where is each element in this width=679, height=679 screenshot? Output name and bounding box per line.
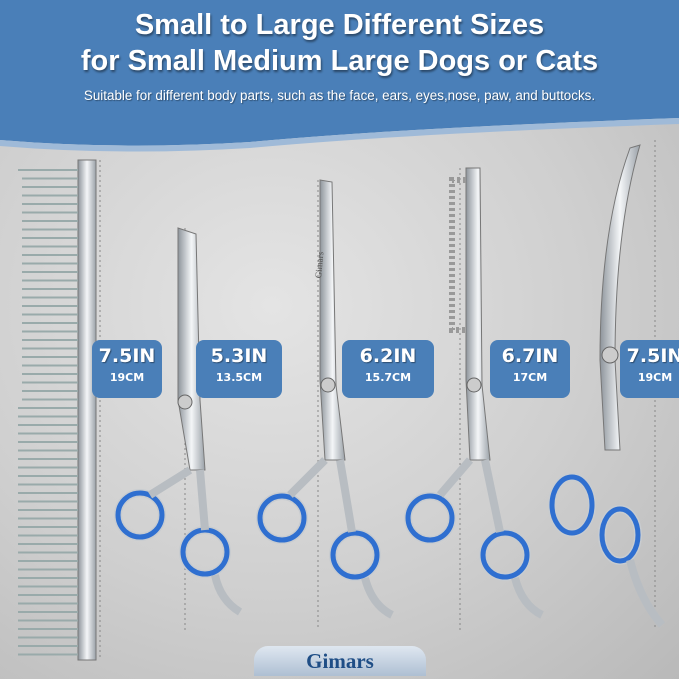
scissors-2-icon <box>256 179 394 619</box>
size-cm: 17CM <box>512 371 548 384</box>
size-label-chunker-scissors: 7.5IN 19CM <box>620 340 679 398</box>
chunker-scissors-icon <box>548 144 666 628</box>
headline-line-2: for Small Medium Large Dogs or Cats <box>80 45 599 77</box>
header: Small to Large Different Sizes for Small… <box>0 0 679 150</box>
size-label-comb: 7.5IN 19CM <box>92 340 162 398</box>
size-inches: 7.5IN <box>98 345 156 367</box>
brand-logo: Gimars <box>254 646 426 676</box>
size-inches: 7.5IN <box>626 345 679 367</box>
size-cm: 19CM <box>637 371 673 384</box>
thinning-scissors-icon <box>404 167 544 619</box>
size-label-straight-scissors: 5.3IN 13.5CM <box>196 340 282 398</box>
subtitle: Suitable for different body parts, such … <box>83 88 596 103</box>
headline-line-1: Small to Large Different Sizes <box>134 9 545 41</box>
scissors-1-icon <box>114 227 243 616</box>
size-label-thinning-scissors: 6.7IN 17CM <box>490 340 570 398</box>
size-label-curved-scissors: 6.2IN 15.7CM <box>342 340 434 398</box>
size-inches: 5.3IN <box>210 345 268 367</box>
comb-icon <box>18 159 97 661</box>
size-cm: 15.7CM <box>364 371 412 384</box>
size-cm: 19CM <box>109 371 145 384</box>
size-inches: 6.7IN <box>501 345 559 367</box>
size-cm: 13.5CM <box>215 371 263 384</box>
size-inches: 6.2IN <box>359 345 417 367</box>
header-banner <box>0 0 679 152</box>
